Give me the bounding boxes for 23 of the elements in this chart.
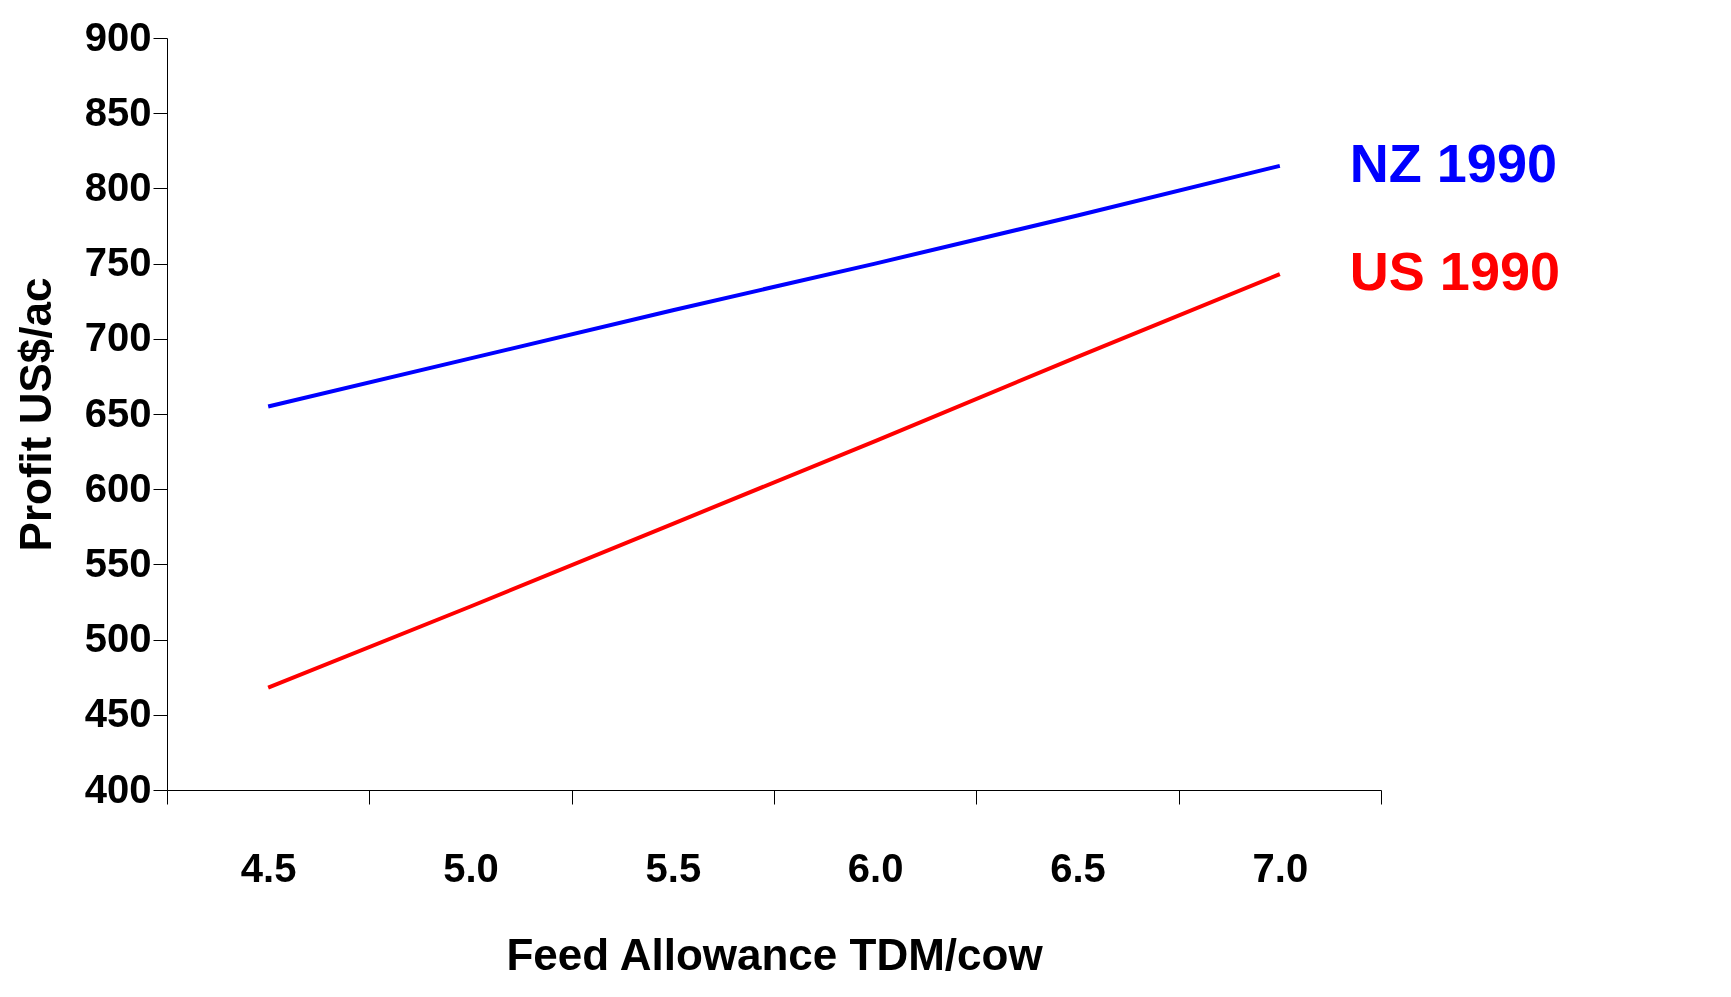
x-tick-label: 5.5 bbox=[645, 845, 702, 890]
x-tick-label: 6.0 bbox=[847, 845, 904, 890]
y-tick-label: 550 bbox=[84, 540, 152, 585]
y-tick-label: 850 bbox=[84, 89, 152, 134]
x-tick-label: 6.5 bbox=[1050, 845, 1106, 890]
series-label: NZ 1990 bbox=[1349, 132, 1557, 193]
y-tick-label: 450 bbox=[84, 691, 152, 736]
y-tick-label: 500 bbox=[84, 616, 152, 661]
y-axis-title: Profit US$/ac bbox=[10, 277, 60, 552]
y-tick-label: 700 bbox=[84, 315, 152, 360]
y-tick-label: 600 bbox=[84, 465, 152, 510]
line-series bbox=[266, 272, 1282, 690]
y-tick-label: 400 bbox=[84, 766, 152, 811]
x-tick-label: 5.0 bbox=[443, 845, 499, 890]
y-tick-label: 800 bbox=[84, 164, 152, 209]
series-label: US 1990 bbox=[1349, 241, 1560, 302]
x-tick-label: 7.0 bbox=[1252, 845, 1309, 890]
y-tick-label: 750 bbox=[84, 240, 152, 285]
x-tick-label: 4.5 bbox=[240, 845, 297, 890]
line-series bbox=[266, 163, 1282, 409]
x-axis-title: Feed Allowance TDM/cow bbox=[506, 929, 1044, 979]
y-tick-label: 900 bbox=[84, 14, 152, 59]
y-tick-label: 650 bbox=[84, 390, 152, 435]
